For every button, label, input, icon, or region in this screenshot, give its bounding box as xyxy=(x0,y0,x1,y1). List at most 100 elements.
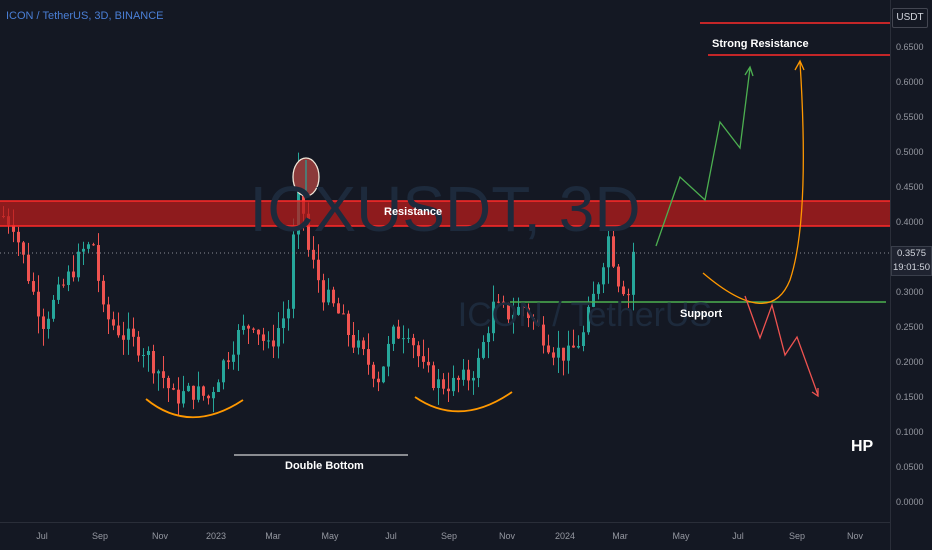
candle-body xyxy=(177,389,180,404)
candle-body xyxy=(122,335,125,340)
candles-layer xyxy=(2,152,635,416)
candle-body xyxy=(512,314,515,320)
candle-body xyxy=(432,365,435,389)
bullish-projection xyxy=(655,67,751,247)
candle-body xyxy=(197,386,200,400)
candle-body xyxy=(227,360,230,362)
x-tick-label: Jul xyxy=(385,531,397,541)
candle-body xyxy=(107,304,110,320)
candle-body xyxy=(32,281,35,292)
candle-body xyxy=(87,244,90,249)
candle-body xyxy=(182,391,185,404)
candle-body xyxy=(387,343,390,367)
candle-body xyxy=(37,291,40,317)
candle-body xyxy=(17,231,20,243)
candle-body xyxy=(427,361,430,366)
candle-body xyxy=(467,369,470,381)
current-price-tag: 0.3575 19:01:50 xyxy=(891,246,932,276)
overlay-layer xyxy=(0,22,890,456)
candle-body xyxy=(127,328,130,340)
candle-body xyxy=(342,313,345,315)
candle-body xyxy=(352,334,355,348)
candle-body xyxy=(347,313,350,335)
y-tick-label: 0.0000 xyxy=(896,497,924,507)
bottom-arc-1 xyxy=(145,398,244,419)
candle-body xyxy=(462,369,465,380)
candle-body xyxy=(397,326,400,339)
candle-body xyxy=(522,306,525,308)
candle-body xyxy=(382,366,385,383)
bearish-projection xyxy=(744,295,819,396)
candle-body xyxy=(392,326,395,344)
bearish-projection-arrowhead xyxy=(811,388,819,398)
bullish-projection-arrowhead xyxy=(744,65,754,77)
candle-body xyxy=(157,371,160,374)
candle-body xyxy=(42,316,45,329)
candle-body xyxy=(167,377,170,389)
candle-body xyxy=(217,382,220,392)
x-tick-label: Mar xyxy=(265,531,281,541)
candle-body xyxy=(297,163,300,235)
candle-body xyxy=(497,301,500,303)
y-tick-label: 0.1000 xyxy=(896,427,924,437)
candle-body xyxy=(172,388,175,390)
candle-body xyxy=(102,280,105,305)
candle-body xyxy=(147,351,150,355)
candle-body xyxy=(82,248,85,252)
candle-body xyxy=(602,267,605,285)
candle-body xyxy=(187,385,190,392)
hp-label: HP xyxy=(851,438,874,455)
candle-body xyxy=(417,345,420,357)
candle-body xyxy=(117,325,120,336)
candle-body xyxy=(532,318,535,320)
resistance-zone xyxy=(0,201,890,226)
x-tick-label: Mar xyxy=(612,531,628,541)
symbol-header[interactable]: ICON / TetherUS, 3D, BINANCE xyxy=(6,10,164,22)
y-tick-label: 0.4500 xyxy=(896,182,924,192)
candle-body xyxy=(52,299,55,319)
candle-body xyxy=(307,213,310,250)
candle-body xyxy=(527,307,530,319)
currency-button[interactable]: USDT xyxy=(892,8,928,28)
y-tick-label: 0.6500 xyxy=(896,42,924,52)
y-tick-label: 0.2500 xyxy=(896,322,924,332)
candle-body xyxy=(322,280,325,303)
candle-body xyxy=(587,306,590,333)
candle-body xyxy=(62,284,65,286)
x-tick-label: Sep xyxy=(440,531,458,541)
projection-curve-arrowhead xyxy=(794,59,805,71)
candle-body xyxy=(252,328,255,330)
y-tick-label: 0.6000 xyxy=(896,77,924,87)
candle-body xyxy=(57,284,60,300)
candle-body xyxy=(112,319,115,326)
candle-body xyxy=(537,319,540,325)
candle-body xyxy=(212,391,215,399)
candle-body xyxy=(372,364,375,379)
x-axis-line xyxy=(0,522,890,523)
candle-body xyxy=(412,337,415,346)
candle-body xyxy=(267,340,270,342)
x-tick-label: Sep xyxy=(91,531,109,541)
candle-body xyxy=(287,308,290,319)
candle-body xyxy=(92,244,95,246)
bottom-arc-2 xyxy=(414,391,513,413)
candle-body xyxy=(597,284,600,294)
candle-body xyxy=(437,379,440,389)
y-tick-label: 0.2000 xyxy=(896,357,924,367)
candle-body xyxy=(132,328,135,337)
candle-body xyxy=(457,377,460,380)
candle-body xyxy=(617,266,620,287)
candle-body xyxy=(332,289,335,304)
candle-body xyxy=(442,379,445,389)
x-tick-label: Nov xyxy=(846,531,864,541)
candle-body xyxy=(577,345,580,348)
candle-body xyxy=(447,388,450,392)
candle-body xyxy=(202,386,205,396)
candle-body xyxy=(22,242,25,255)
current-price-value: 0.3575 xyxy=(896,248,927,259)
candle-body xyxy=(27,254,30,282)
candle-body xyxy=(402,338,405,340)
candle-body xyxy=(192,385,195,400)
